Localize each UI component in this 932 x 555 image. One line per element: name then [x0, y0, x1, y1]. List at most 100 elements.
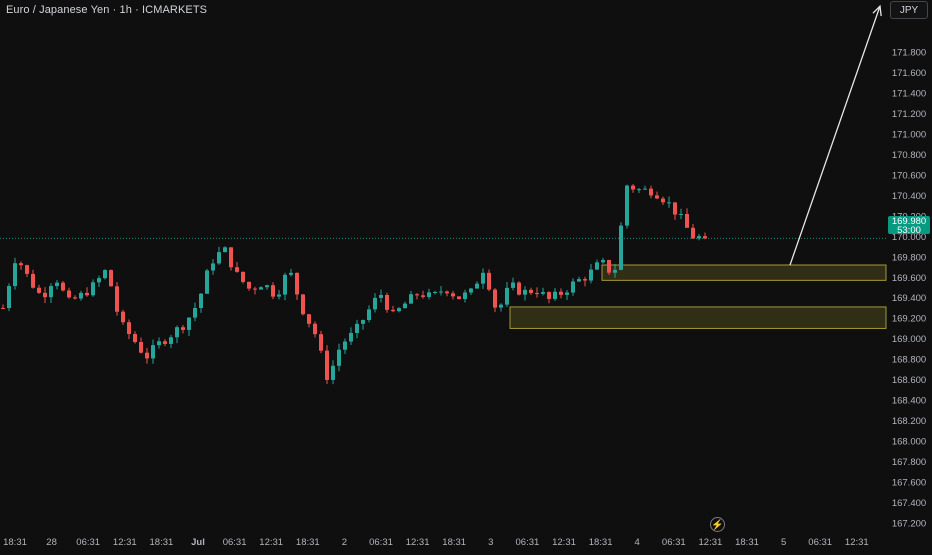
candle-body [451, 293, 455, 297]
candle-body [529, 289, 533, 294]
x-tick-label: 18:31 [150, 537, 174, 548]
candle-body [247, 281, 251, 289]
candle-body [151, 345, 155, 359]
candle-body [457, 296, 461, 300]
candle-body [577, 279, 581, 282]
candle-body [643, 188, 647, 190]
y-tick-label: 169.800 [892, 252, 926, 263]
y-tick-label: 171.800 [892, 48, 926, 59]
candle-body [187, 317, 191, 330]
candle-body [55, 282, 59, 287]
candle-body [1, 307, 5, 309]
candle-body [199, 293, 203, 309]
candle-body [649, 188, 653, 196]
y-tick-label: 170.800 [892, 150, 926, 161]
x-tick-label: 12:31 [699, 537, 723, 548]
candle-body [487, 272, 491, 290]
candle-body [361, 319, 365, 324]
y-tick-label: 170.400 [892, 191, 926, 202]
candle-body [211, 263, 215, 271]
candle-body [631, 185, 635, 190]
y-tick-label: 169.200 [892, 314, 926, 325]
candle-body [601, 260, 605, 263]
candle-body [343, 341, 347, 350]
candle-body [253, 288, 257, 290]
y-tick-label: 169.000 [892, 334, 926, 345]
candle-body [703, 236, 707, 239]
projection-arrow-line [789, 5, 881, 266]
candle-body [511, 282, 515, 288]
candle-body [205, 270, 209, 294]
candle-body [475, 283, 479, 289]
candle-body [229, 247, 233, 268]
candle-body [355, 323, 359, 333]
candle-body [235, 267, 239, 272]
candle-body [373, 297, 377, 310]
candle-body [61, 282, 65, 291]
candle-body [499, 304, 503, 308]
x-tick-label: 18:31 [442, 537, 466, 548]
y-tick-label: 168.400 [892, 396, 926, 407]
candle-body [181, 327, 185, 330]
candle-body [331, 365, 335, 380]
candle-body [667, 202, 671, 204]
y-tick-label: 168.800 [892, 355, 926, 366]
candle-body [19, 263, 23, 266]
candle-body [691, 227, 695, 239]
x-tick-label: 18:31 [589, 537, 613, 548]
candle-body [121, 311, 125, 323]
y-tick-label: 169.400 [892, 293, 926, 304]
candle-body [613, 269, 617, 273]
projection-arrow-head [872, 4, 882, 17]
candle-body [379, 295, 383, 298]
candle-body [565, 292, 569, 295]
candle-body [307, 314, 311, 324]
candle-body [547, 292, 551, 299]
candle-body [685, 213, 689, 228]
candle-body [679, 213, 683, 215]
candle-body [133, 333, 137, 343]
candle-body [589, 269, 593, 281]
candle-body [265, 285, 269, 288]
candle-body [175, 327, 179, 338]
candle-body [241, 271, 245, 282]
candle-body [637, 189, 641, 191]
candle-body [79, 292, 83, 299]
candle-body [559, 291, 563, 295]
candle-body [37, 287, 41, 293]
y-tick-label: 171.400 [892, 89, 926, 100]
candles-layer [1, 184, 707, 385]
candle-body [469, 288, 473, 293]
candle-body [397, 308, 401, 312]
candle-body [145, 352, 149, 359]
current-price-value: 169.980 [891, 216, 927, 227]
y-tick-label: 171.200 [892, 109, 926, 120]
candle-body [445, 291, 449, 294]
candle-body [283, 274, 287, 295]
y-tick-label: 168.600 [892, 375, 926, 386]
candle-body [607, 260, 611, 273]
y-tick-label: 170.000 [892, 232, 926, 243]
currency-button[interactable]: JPY [890, 1, 928, 19]
lightning-icon[interactable]: ⚡ [710, 517, 725, 532]
candle-body [91, 282, 95, 296]
x-tick-label: 12:31 [259, 537, 283, 548]
candle-body [337, 349, 341, 366]
candle-body [541, 292, 545, 294]
x-tick-label: 06:31 [516, 537, 540, 548]
lower-demand-zone [509, 306, 887, 329]
candle-body [73, 297, 77, 299]
candle-body [103, 270, 107, 279]
x-tick-label: 5 [781, 537, 786, 548]
candle-body [289, 272, 293, 275]
candle-body [295, 272, 299, 295]
time-axis: 18:31 28 06:31 12:31 18:31 Jul 06:31 12:31 18:31… [3, 537, 869, 548]
candle-body [127, 322, 131, 334]
candle-body [571, 281, 575, 293]
candle-body [163, 341, 167, 344]
x-tick-label: 06:31 [76, 537, 100, 548]
candle-body [385, 295, 389, 310]
candle-body [421, 295, 425, 297]
